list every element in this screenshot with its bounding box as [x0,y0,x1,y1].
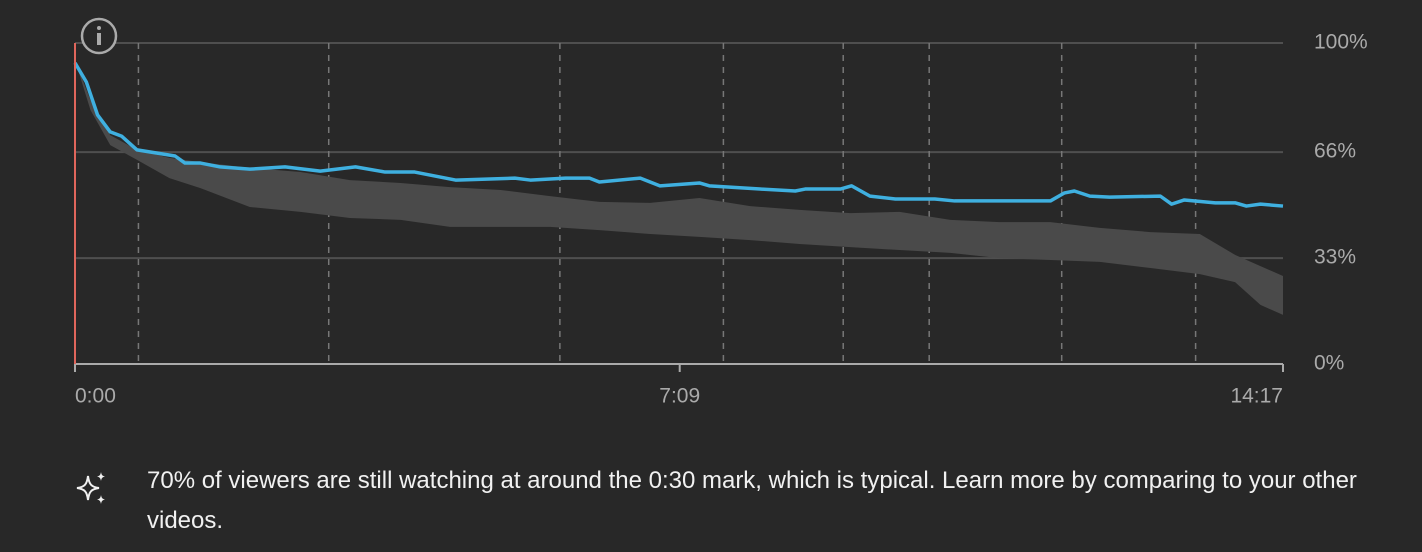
x-tick-label: 14:17 [1230,385,1283,408]
sparkle-large [76,475,100,501]
grid-layer [74,42,1284,372]
y-tick-label: 0% [1314,352,1344,375]
retention-line [73,62,1284,208]
y-tick-label: 33% [1314,246,1356,269]
insight-text: 70% of viewers are still watching at aro… [147,467,1357,534]
info-dot [97,26,101,30]
retention-chart: 0% 33% 66% 100% 0:00 7:09 14:17 [73,17,1368,408]
sparkle-small [97,495,105,504]
sparkle-icon [76,472,105,504]
sparkle-small [97,472,105,481]
x-tick-label: 7:09 [659,385,700,408]
text-layer: 0% 33% 66% 100% 0:00 7:09 14:17 [75,31,1368,408]
x-tick-label: 0:00 [75,385,116,408]
typical-range-band [75,60,1283,315]
y-tick-label: 100% [1314,31,1368,54]
info-stem [97,33,101,45]
data-layer [73,43,1284,364]
info-button[interactable] [80,17,118,55]
y-tick-label: 66% [1314,140,1356,163]
